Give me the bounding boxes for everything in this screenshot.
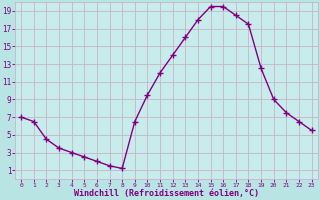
- X-axis label: Windchill (Refroidissement éolien,°C): Windchill (Refroidissement éolien,°C): [74, 189, 259, 198]
